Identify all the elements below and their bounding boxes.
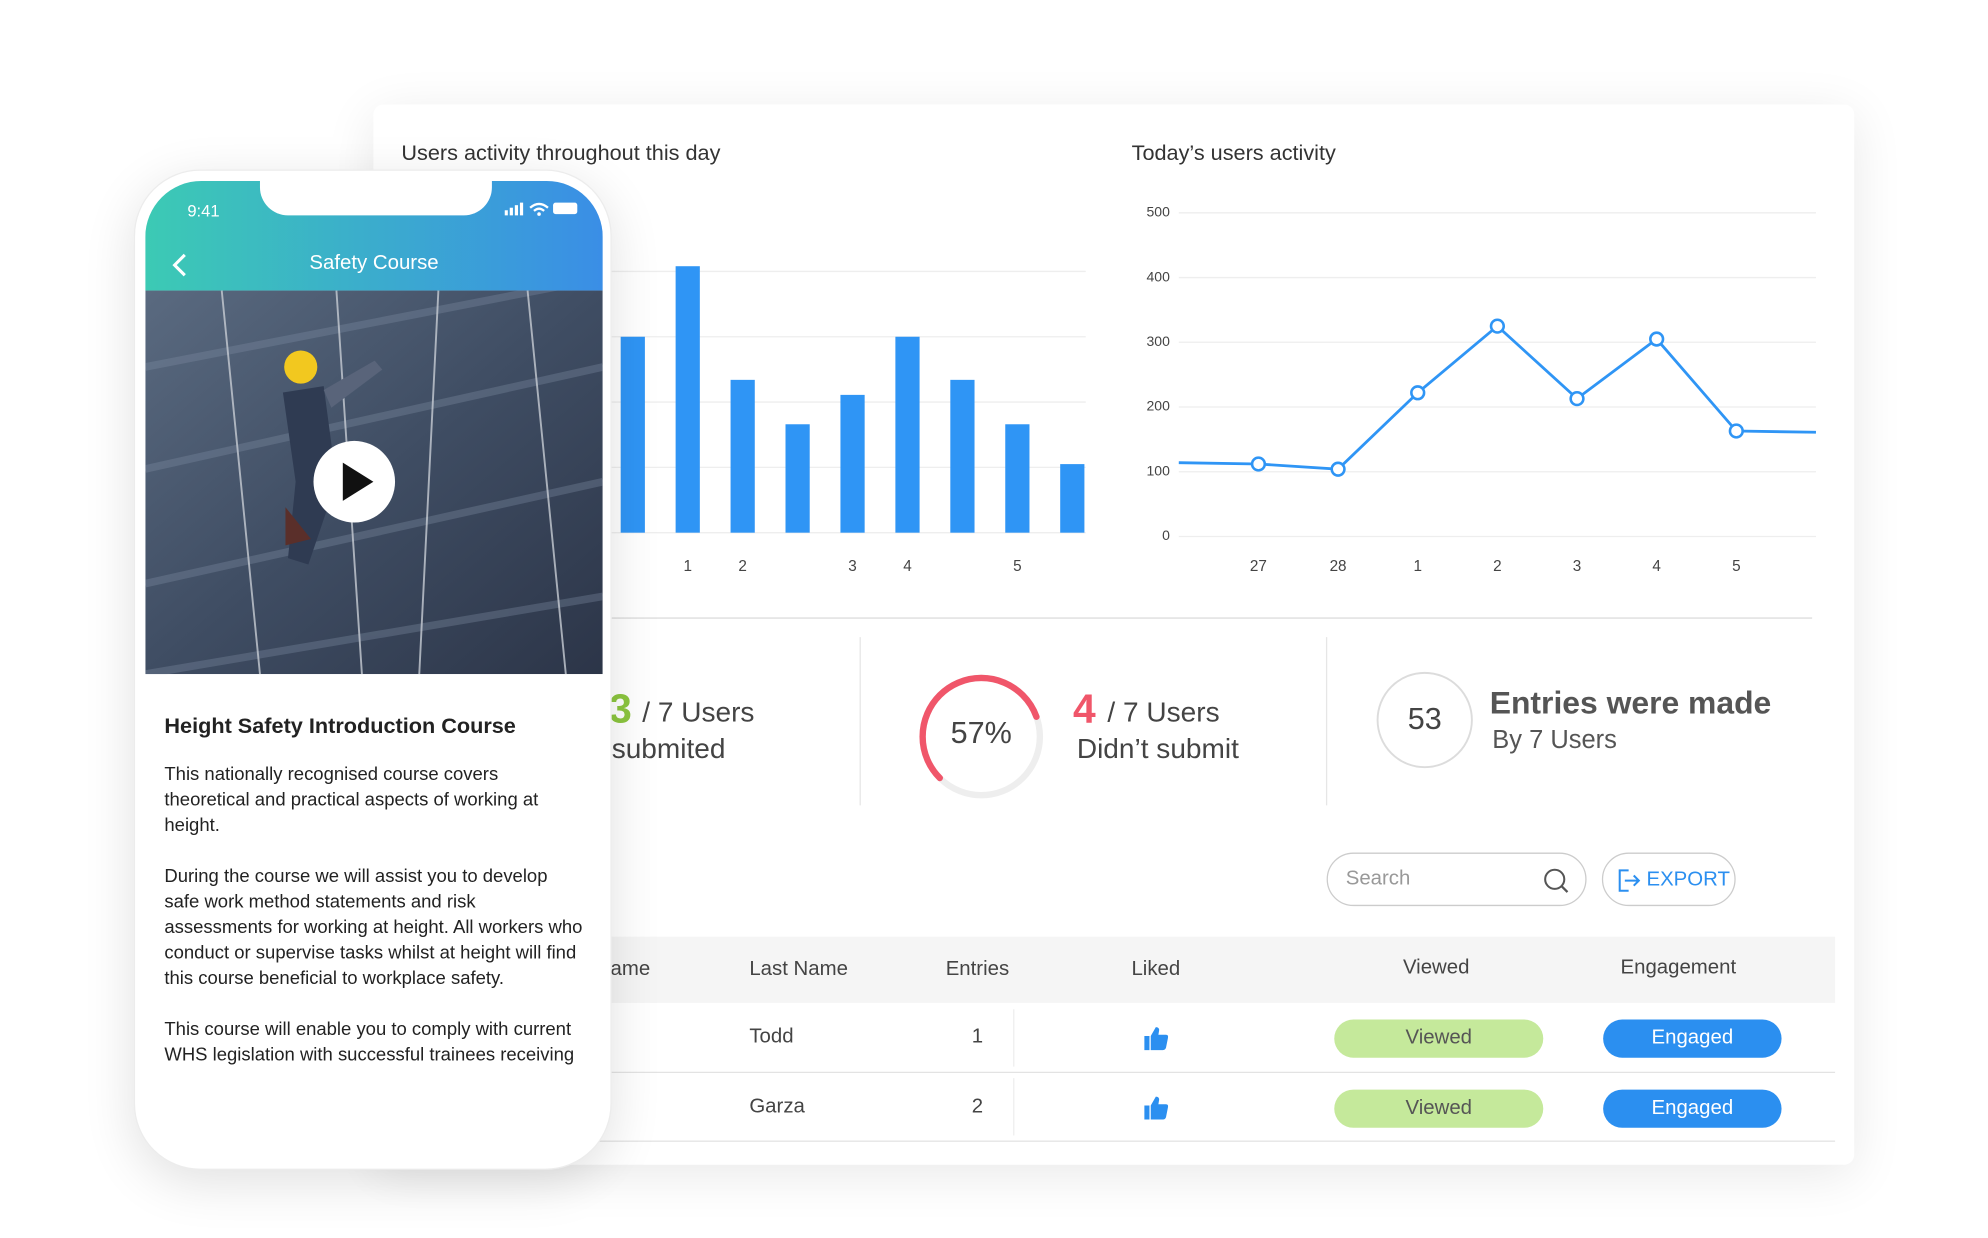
- y-tick-label: 500: [1147, 204, 1171, 220]
- cell-entries: 2: [971, 1095, 984, 1117]
- row-line: [598, 1140, 1836, 1142]
- engaged-badge: Engaged: [1603, 1088, 1782, 1128]
- search-box[interactable]: Search: [1326, 852, 1587, 907]
- status-time: 9:41: [187, 201, 220, 221]
- viewed-badge: Viewed: [1334, 1019, 1544, 1058]
- engaged-badge: Engaged: [1603, 1019, 1782, 1058]
- export-button[interactable]: EXPORT: [1601, 852, 1736, 907]
- x-tick-label: 27: [1250, 558, 1267, 575]
- bar: [730, 379, 755, 533]
- search-icon: [1544, 868, 1569, 893]
- x-tick-label: 5: [1732, 558, 1741, 575]
- course-paragraph: This course will enable you to comply wi…: [164, 1019, 575, 1066]
- gauge-arc: [919, 674, 1044, 799]
- bar: [675, 266, 700, 533]
- y-tick-label: 100: [1147, 462, 1171, 478]
- search-placeholder: Search: [1345, 867, 1411, 890]
- not-submitted-total: / 7 Users: [1107, 695, 1220, 728]
- bar: [620, 336, 645, 533]
- course-paragraph: During the course we will assist you to …: [164, 866, 583, 989]
- course-details: Height Safety Introduction Course This n…: [164, 714, 585, 1094]
- submitted-total: / 7 Users: [642, 695, 755, 728]
- entries-ring: [1376, 671, 1473, 769]
- y-tick-label: 300: [1147, 333, 1171, 349]
- bar: [840, 394, 865, 533]
- bar: [895, 336, 920, 533]
- phone: 9:41 Safety Course Height S: [133, 169, 612, 1170]
- cell-line: [1013, 1078, 1015, 1136]
- course-video[interactable]: [145, 290, 603, 675]
- bar: [1060, 464, 1085, 533]
- x-tick-label: 28: [1330, 558, 1347, 575]
- point: [1250, 456, 1267, 472]
- column-header: Engagement: [1620, 957, 1737, 979]
- x-tick-label: 3: [1573, 558, 1582, 575]
- like-icons: [1144, 1027, 1169, 1120]
- x-tick-label: 1: [683, 558, 692, 575]
- gauge-label: 57%: [950, 716, 1012, 751]
- cell-last-name: Todd: [749, 1025, 794, 1048]
- x-tick-label: 3: [848, 558, 857, 575]
- course-title: Height Safety Introduction Course: [164, 713, 516, 738]
- y-tick-label: 200: [1147, 398, 1171, 414]
- y-tick-label: 0: [1162, 527, 1170, 543]
- notch: [259, 180, 492, 216]
- point: [1569, 390, 1585, 407]
- line-chart-title: Today’s users activity: [1132, 140, 1336, 165]
- entries-subtitle: By 7 Users: [1492, 726, 1617, 755]
- point: [1330, 461, 1346, 477]
- like-icon: [1144, 1096, 1169, 1120]
- submitted-count: 3: [609, 685, 632, 732]
- x-tick-label: 4: [903, 558, 912, 575]
- entries-count: 53: [1407, 702, 1442, 737]
- row-line: [598, 1071, 1836, 1074]
- bar-chart-title: Users activity throughout this day: [401, 140, 720, 165]
- viewed-badge: Viewed: [1334, 1088, 1544, 1128]
- course-paragraph: This nationally recognised course covers…: [164, 764, 539, 836]
- not-submitted-count: 4: [1073, 685, 1096, 732]
- point: [1410, 385, 1426, 401]
- bar: [950, 379, 975, 533]
- x-tick-label: 2: [1493, 558, 1502, 575]
- column-header: Entries: [945, 958, 1010, 980]
- like-icon: [1144, 1027, 1169, 1051]
- export-icon: [1618, 869, 1641, 892]
- not-submitted-label: Didn’t submit: [1076, 732, 1239, 765]
- status-icons: [504, 202, 578, 216]
- x-tick-label: 4: [1652, 558, 1661, 575]
- y-tick-label: 400: [1147, 268, 1171, 284]
- column-header: Viewed: [1402, 957, 1470, 979]
- column-header: Liked: [1131, 958, 1181, 980]
- phone-screen: 9:41 Safety Course Height S: [145, 180, 603, 1161]
- point: [1649, 331, 1665, 347]
- x-tick-label: 2: [738, 558, 747, 575]
- back-button[interactable]: [171, 252, 191, 277]
- cell-last-name: Garza: [749, 1095, 805, 1117]
- cell-line: [1013, 1009, 1015, 1067]
- x-tick-label: 1: [1413, 558, 1422, 575]
- screen-title: Safety Course: [309, 252, 439, 274]
- column-header: Last Name: [749, 958, 848, 980]
- entries-title: Entries were made: [1489, 685, 1772, 722]
- point: [1489, 318, 1506, 334]
- point: [1728, 423, 1744, 439]
- bar: [1005, 424, 1030, 533]
- table-header: [598, 936, 1836, 1003]
- x-tick-label: 5: [1013, 558, 1022, 575]
- export-label: EXPORT: [1646, 869, 1730, 891]
- submitted-label: submited: [611, 732, 726, 765]
- bar: [785, 424, 810, 533]
- cell-entries: 1: [971, 1025, 984, 1048]
- line: [1178, 324, 1816, 471]
